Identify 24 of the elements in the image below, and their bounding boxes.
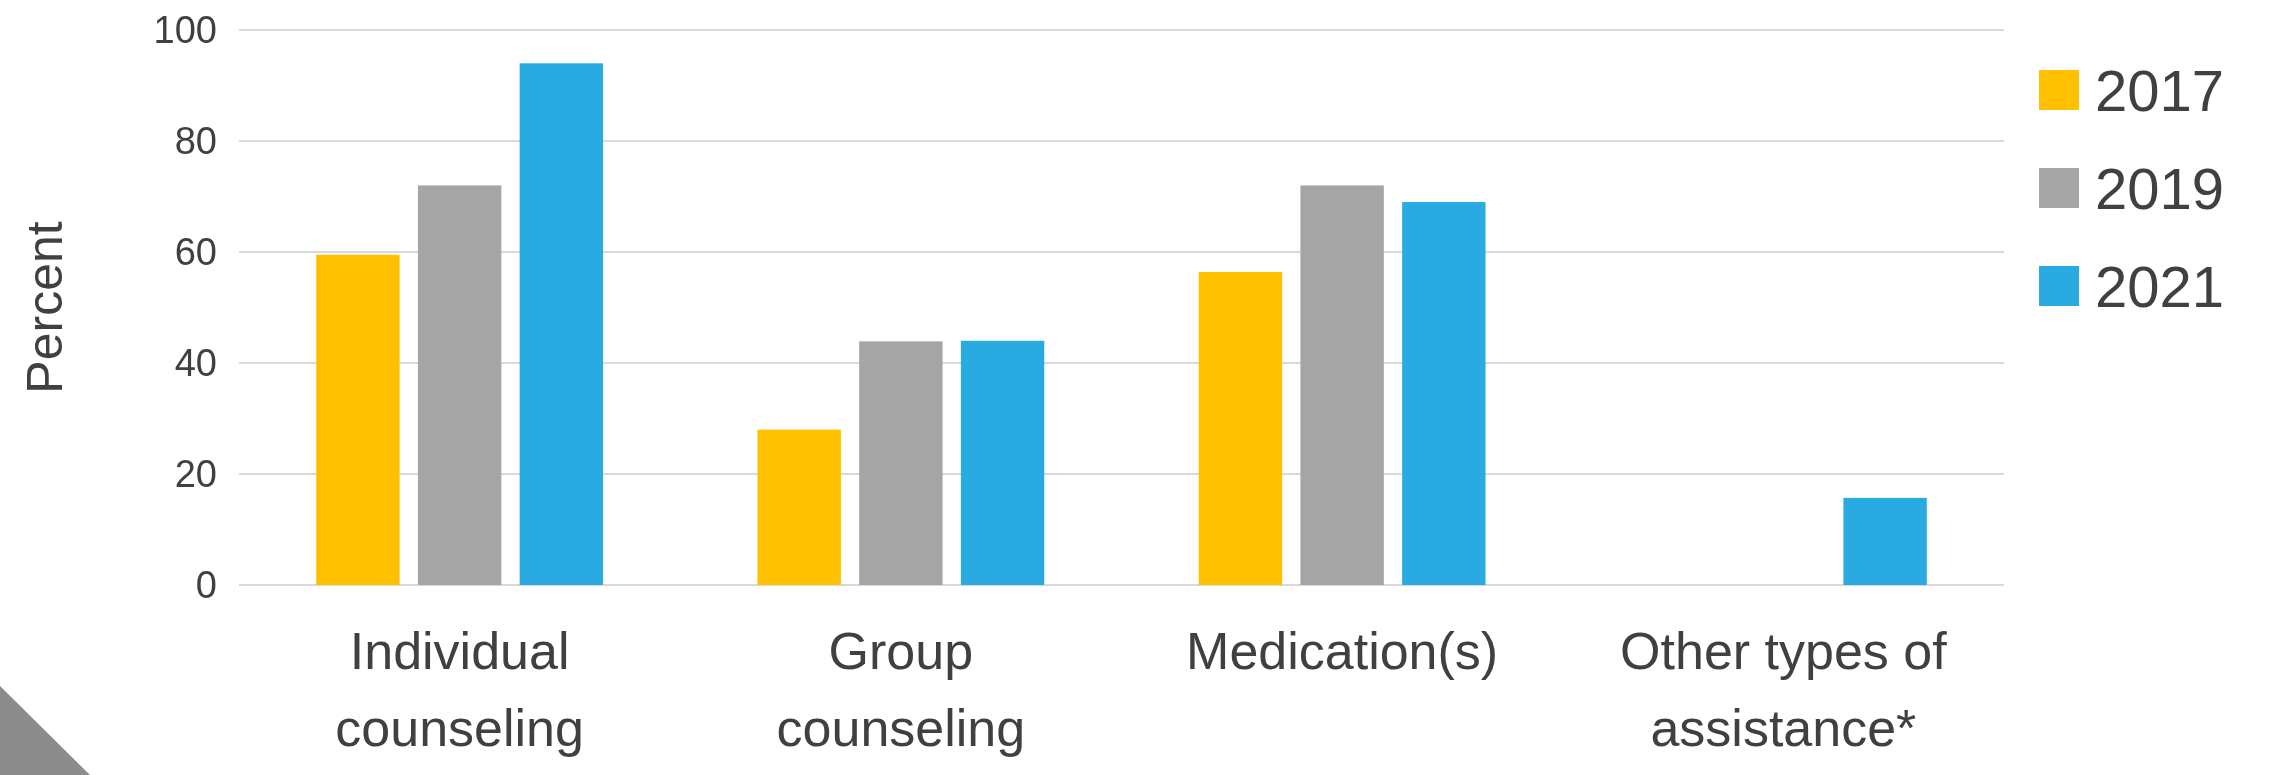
y-tick-label: 40 bbox=[174, 342, 217, 384]
bar bbox=[316, 254, 400, 585]
y-tick-label: 20 bbox=[174, 453, 217, 495]
bar bbox=[859, 341, 943, 585]
bar bbox=[417, 185, 502, 585]
y-tick-label: 100 bbox=[153, 9, 217, 51]
y-tick-label: 80 bbox=[174, 120, 217, 162]
y-axis-title: Percent bbox=[17, 221, 73, 394]
bar bbox=[1843, 497, 1927, 585]
bar bbox=[1402, 202, 1486, 585]
bar bbox=[1198, 271, 1283, 585]
bar bbox=[1300, 185, 1384, 585]
x-tick-label: Medication(s) bbox=[1186, 622, 1499, 680]
bar bbox=[757, 429, 841, 585]
legend-label: 2021 bbox=[2095, 253, 2225, 319]
legend-label: 2019 bbox=[2095, 155, 2225, 221]
bar bbox=[519, 63, 604, 585]
x-tick-label: Other types of assistance* bbox=[1620, 622, 1948, 757]
y-tick-label: 60 bbox=[174, 231, 217, 273]
bar bbox=[960, 340, 1045, 585]
legend-label: 2017 bbox=[2095, 57, 2225, 123]
x-tick-label: Group counseling bbox=[776, 622, 1026, 757]
y-tick-label: 0 bbox=[195, 564, 217, 606]
x-tick-label: Individual counseling bbox=[335, 622, 584, 757]
